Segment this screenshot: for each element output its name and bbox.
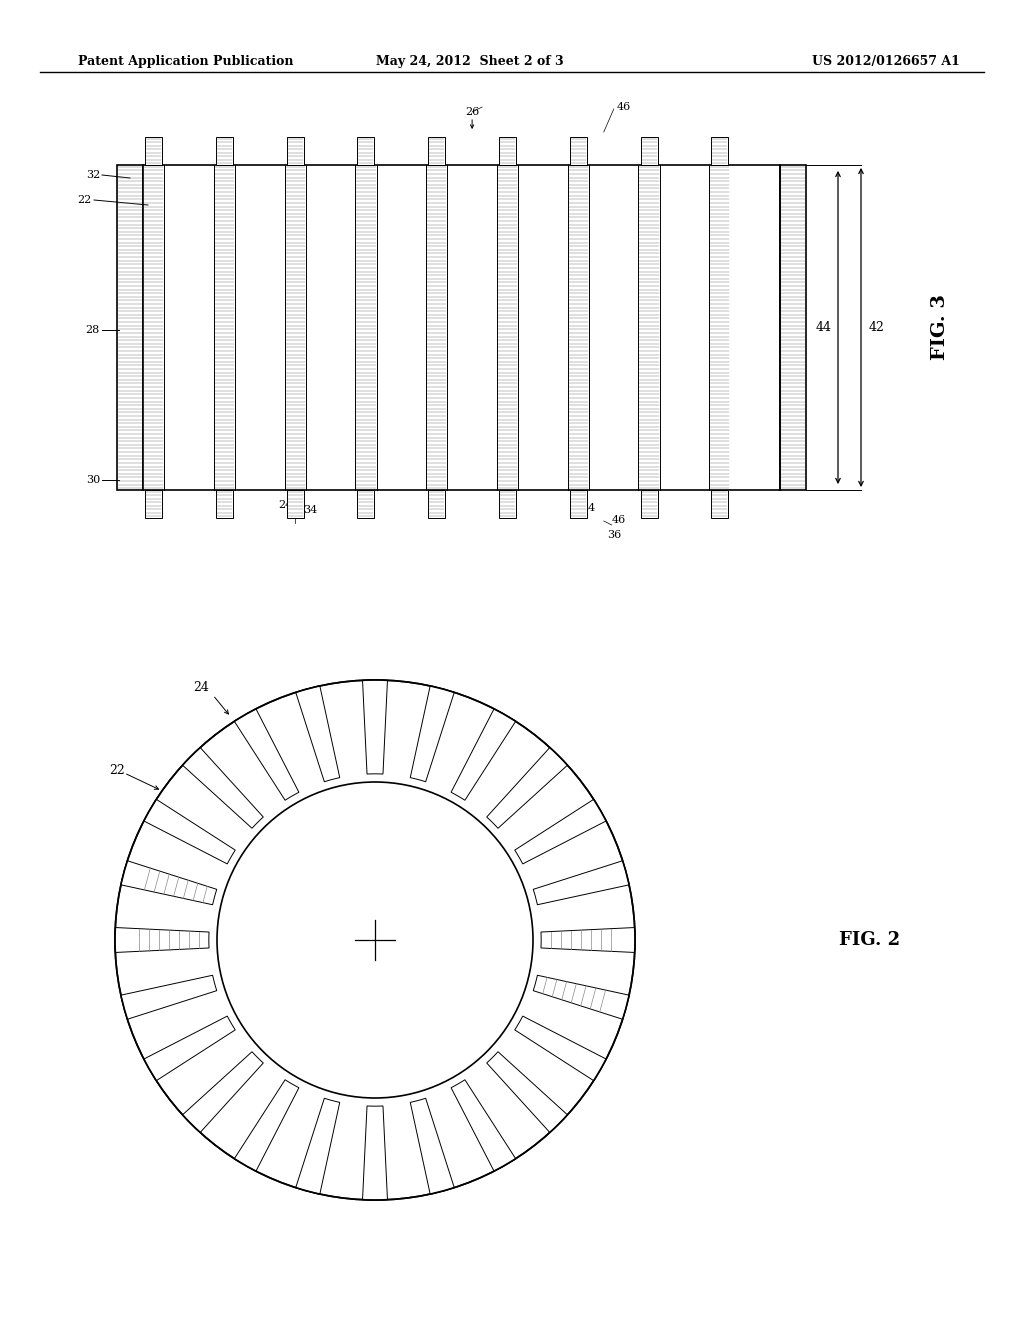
- Polygon shape: [515, 1016, 606, 1081]
- Polygon shape: [362, 680, 387, 774]
- Bar: [287, 490, 304, 517]
- Polygon shape: [452, 1080, 516, 1171]
- Text: FIG. 3: FIG. 3: [931, 294, 949, 360]
- Bar: [569, 137, 587, 165]
- Bar: [589, 165, 638, 490]
- Polygon shape: [411, 1098, 455, 1195]
- Text: May 24, 2012  Sheet 2 of 3: May 24, 2012 Sheet 2 of 3: [376, 55, 564, 69]
- Text: 34: 34: [582, 503, 595, 513]
- Bar: [712, 137, 728, 165]
- Text: 34: 34: [303, 506, 317, 515]
- Bar: [712, 490, 728, 517]
- Text: 30: 30: [86, 475, 100, 484]
- Polygon shape: [486, 1052, 567, 1133]
- Bar: [641, 490, 657, 517]
- Bar: [780, 165, 806, 490]
- Bar: [145, 490, 162, 517]
- Polygon shape: [452, 709, 516, 800]
- Polygon shape: [121, 861, 217, 904]
- Polygon shape: [534, 861, 629, 904]
- Text: 22: 22: [78, 195, 92, 205]
- Polygon shape: [296, 1098, 340, 1195]
- Bar: [143, 165, 780, 490]
- Polygon shape: [182, 747, 263, 828]
- Bar: [236, 165, 285, 490]
- Bar: [357, 490, 375, 517]
- Text: 26: 26: [465, 107, 479, 117]
- Polygon shape: [182, 1052, 263, 1133]
- Polygon shape: [362, 1106, 387, 1200]
- Bar: [214, 165, 236, 490]
- Bar: [638, 165, 659, 490]
- Text: FIG. 2: FIG. 2: [840, 931, 900, 949]
- Polygon shape: [143, 800, 236, 863]
- Circle shape: [115, 680, 635, 1200]
- Bar: [569, 490, 587, 517]
- Bar: [216, 490, 232, 517]
- Polygon shape: [234, 1080, 299, 1171]
- Text: 42: 42: [869, 321, 885, 334]
- Bar: [164, 165, 214, 490]
- Bar: [710, 165, 730, 490]
- Bar: [659, 165, 710, 490]
- Bar: [117, 165, 143, 490]
- Text: 36: 36: [606, 531, 621, 540]
- Bar: [216, 137, 232, 165]
- Text: 44: 44: [816, 321, 831, 334]
- Bar: [497, 165, 518, 490]
- Bar: [499, 137, 516, 165]
- Bar: [306, 165, 355, 490]
- Bar: [355, 165, 377, 490]
- Text: 32: 32: [86, 170, 100, 180]
- Polygon shape: [411, 686, 455, 781]
- Bar: [145, 137, 162, 165]
- Bar: [143, 165, 164, 490]
- Text: 26: 26: [332, 903, 348, 916]
- Text: 46: 46: [611, 515, 626, 525]
- Bar: [285, 165, 306, 490]
- Polygon shape: [121, 975, 217, 1019]
- Polygon shape: [234, 709, 299, 800]
- Bar: [641, 137, 657, 165]
- Bar: [426, 165, 447, 490]
- Text: 24: 24: [279, 500, 292, 510]
- Polygon shape: [534, 975, 629, 1019]
- Bar: [447, 165, 497, 490]
- Polygon shape: [115, 928, 209, 953]
- Circle shape: [217, 781, 534, 1098]
- Text: 24: 24: [193, 681, 209, 693]
- Bar: [518, 165, 567, 490]
- Text: 22: 22: [110, 764, 125, 777]
- Polygon shape: [296, 686, 340, 781]
- Bar: [377, 165, 426, 490]
- Polygon shape: [143, 1016, 236, 1081]
- Polygon shape: [515, 800, 606, 863]
- Polygon shape: [541, 928, 635, 953]
- Bar: [567, 165, 589, 490]
- Text: 46: 46: [616, 102, 631, 112]
- Text: 28: 28: [86, 325, 100, 335]
- Bar: [357, 137, 375, 165]
- Bar: [287, 137, 304, 165]
- Bar: [428, 490, 445, 517]
- Bar: [428, 137, 445, 165]
- Bar: [499, 490, 516, 517]
- Text: US 2012/0126657 A1: US 2012/0126657 A1: [812, 55, 961, 69]
- Polygon shape: [486, 747, 567, 828]
- Text: Patent Application Publication: Patent Application Publication: [78, 55, 294, 69]
